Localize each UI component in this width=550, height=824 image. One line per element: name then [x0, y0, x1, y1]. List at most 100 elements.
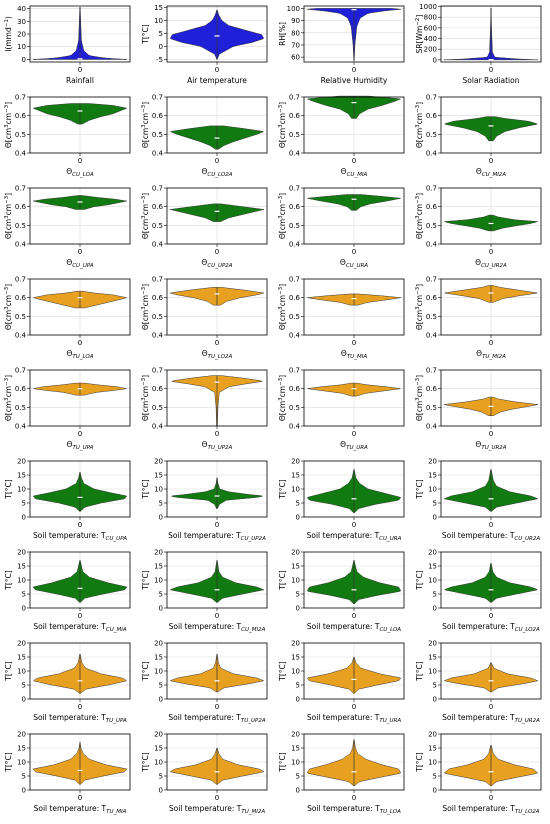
- chart-panel-27: 0 5 10 15 20 0 Soil temperature: TCU_LO2A T[°C]: [415, 549, 542, 633]
- y-tick-label: 15: [154, 4, 163, 12]
- x-tick-label: 0: [489, 66, 493, 74]
- x-tick-label: 0: [352, 612, 356, 620]
- x-tick-label: 0: [215, 521, 219, 529]
- y-tick-label: 15: [428, 563, 437, 571]
- y-axis-label: Θ[cm3cm−3]: [415, 375, 424, 421]
- x-axis-label: Soil temperature: TTU_UP2A: [168, 713, 266, 724]
- x-axis-label: Soil temperature: TTU_UPA: [33, 713, 127, 724]
- y-tick-label: 0.4: [152, 150, 164, 158]
- y-axis-label: T[°C]: [4, 479, 13, 499]
- y-tick-label: 0.5: [426, 313, 437, 321]
- x-tick-label: 0: [489, 703, 493, 711]
- y-tick-label: 0.5: [289, 313, 300, 321]
- chart-panel-17: 0.4 0.5 0.6 0.7 0 ΘTU_UP2A Θ[cm3cm−3]: [141, 367, 268, 451]
- x-tick-label: 0: [215, 703, 219, 711]
- y-tick-label: 10: [291, 577, 300, 585]
- y-tick-label: 5: [159, 591, 163, 599]
- y-tick-label: 0.6: [289, 385, 301, 393]
- y-tick-label: 0.7: [15, 276, 26, 284]
- chart-panel-24: 0 5 10 15 20 0 Soil temperature: TCU_MIA T[°C]: [4, 549, 131, 633]
- x-tick-label: 0: [215, 339, 219, 347]
- y-tick-label: 5: [159, 30, 163, 38]
- x-axis-label: ΘCU_UP2A: [201, 258, 232, 269]
- y-tick-label: 20: [17, 458, 26, 466]
- y-axis-label: T[°C]: [415, 752, 424, 772]
- chart-panel-34: 0 5 10 15 20 0 Soil temperature: TTU_LOA T[°C]: [278, 731, 405, 815]
- chart-panel-9: 0.4 0.5 0.6 0.7 0 ΘCU_UP2A Θ[cm3cm−3]: [141, 185, 268, 269]
- y-tick-label: 15: [17, 563, 26, 571]
- y-tick-label: 20: [17, 549, 26, 557]
- chart-panel-5: 0.4 0.5 0.6 0.7 0 ΘCU_LO2A Θ[cm3cm−3]: [141, 94, 268, 178]
- y-axis-label: T[°C]: [415, 661, 424, 681]
- y-tick-label: 0.6: [15, 385, 27, 393]
- y-tick-label: 15: [154, 745, 163, 753]
- y-tick-label: 15: [428, 654, 437, 662]
- x-tick-label: 0: [215, 248, 219, 256]
- y-tick-label: 0.5: [15, 313, 26, 321]
- chart-panel-35: 0 5 10 15 20 0 Soil temperature: TTU_LO2A T[°C]: [415, 731, 542, 815]
- chart-panel-6: 0.4 0.5 0.6 0.7 0 ΘCU_MIA Θ[cm3cm−3]: [278, 94, 405, 178]
- y-tick-label: 0: [433, 696, 437, 704]
- y-tick-label: 80: [291, 29, 300, 37]
- x-axis-label: ΘTU_MIA: [341, 349, 367, 360]
- x-tick-label: 0: [489, 521, 493, 529]
- y-tick-label: 15: [154, 654, 163, 662]
- y-axis-label: Θ[cm3cm−3]: [278, 193, 287, 239]
- y-tick-label: 0.6: [152, 385, 164, 393]
- y-tick-label: 0.6: [15, 203, 27, 211]
- y-tick-label: 5: [159, 682, 163, 690]
- y-tick-label: 0.4: [15, 423, 27, 431]
- chart-panel-30: 0 5 10 15 20 0 Soil temperature: TTU_URA T[°C]: [278, 640, 405, 724]
- y-tick-label: 0.4: [426, 150, 438, 158]
- y-tick-label: 0: [296, 787, 300, 795]
- x-tick-label: 0: [78, 339, 82, 347]
- y-axis-label: Θ[cm3cm−3]: [278, 375, 287, 421]
- y-axis-label: T[°C]: [4, 752, 13, 772]
- x-axis-label: Soil temperature: TTU_LOA: [307, 804, 401, 815]
- y-tick-label: 5: [433, 773, 437, 781]
- y-tick-label: 10: [154, 17, 163, 25]
- x-axis-label: ΘCU_MI2A: [476, 167, 506, 178]
- y-tick-label: 600: [424, 24, 437, 32]
- y-tick-label: 0: [433, 787, 437, 795]
- y-tick-label: 20: [428, 640, 437, 648]
- chart-panel-22: 0 5 10 15 20 0 Soil temperature: TCU_URA T[°C]: [278, 458, 405, 542]
- y-tick-label: 0.6: [426, 385, 438, 393]
- y-tick-label: 70: [291, 41, 300, 49]
- y-tick-label: 15: [291, 745, 300, 753]
- x-tick-label: 0: [352, 430, 356, 438]
- y-axis-label: T[°C]: [415, 479, 424, 499]
- y-tick-label: 10: [428, 668, 437, 676]
- chart-panel-1: -5 0 5 10 15 0 Air temperature T[°C]: [141, 4, 268, 85]
- y-tick-label: 20: [291, 640, 300, 648]
- y-axis-label: Θ[cm3cm−3]: [278, 284, 287, 330]
- y-tick-label: 0.5: [15, 222, 26, 230]
- y-tick-label: 5: [433, 682, 437, 690]
- y-tick-label: 0.6: [426, 112, 438, 120]
- y-tick-label: 0: [159, 696, 163, 704]
- y-axis-label: T[°C]: [141, 752, 150, 772]
- y-tick-label: 10: [154, 668, 163, 676]
- y-tick-label: 10: [291, 759, 300, 767]
- x-tick-label: 0: [215, 612, 219, 620]
- x-tick-label: 0: [352, 66, 356, 74]
- y-tick-label: 5: [159, 500, 163, 508]
- x-axis-label: ΘTU_MI2A: [476, 349, 506, 360]
- chart-panel-31: 0 5 10 15 20 0 Soil temperature: TTU_UR2A T[°C]: [415, 640, 542, 724]
- chart-panel-33: 0 5 10 15 20 0 Soil temperature: TTU_MI2A T[°C]: [141, 731, 268, 815]
- y-tick-label: 0.4: [152, 332, 164, 340]
- y-tick-label: 800: [424, 14, 437, 22]
- y-tick-label: -5: [156, 56, 163, 64]
- y-axis-label: T[°C]: [278, 752, 287, 772]
- y-axis-label: T[°C]: [4, 661, 13, 681]
- chart-panel-26: 0 5 10 15 20 0 Soil temperature: TCU_LOA T[°C]: [278, 549, 405, 633]
- y-tick-label: 0.7: [15, 367, 26, 375]
- y-tick-label: 20: [154, 640, 163, 648]
- x-axis-label: Relative Humidity: [321, 76, 388, 85]
- y-tick-label: 0: [22, 787, 26, 795]
- chart-panel-29: 0 5 10 15 20 0 Soil temperature: TTU_UP2A T[°C]: [141, 640, 268, 724]
- y-tick-label: 10: [428, 577, 437, 585]
- y-tick-label: 0.4: [289, 241, 301, 249]
- x-tick-label: 0: [352, 248, 356, 256]
- x-tick-label: 0: [489, 339, 493, 347]
